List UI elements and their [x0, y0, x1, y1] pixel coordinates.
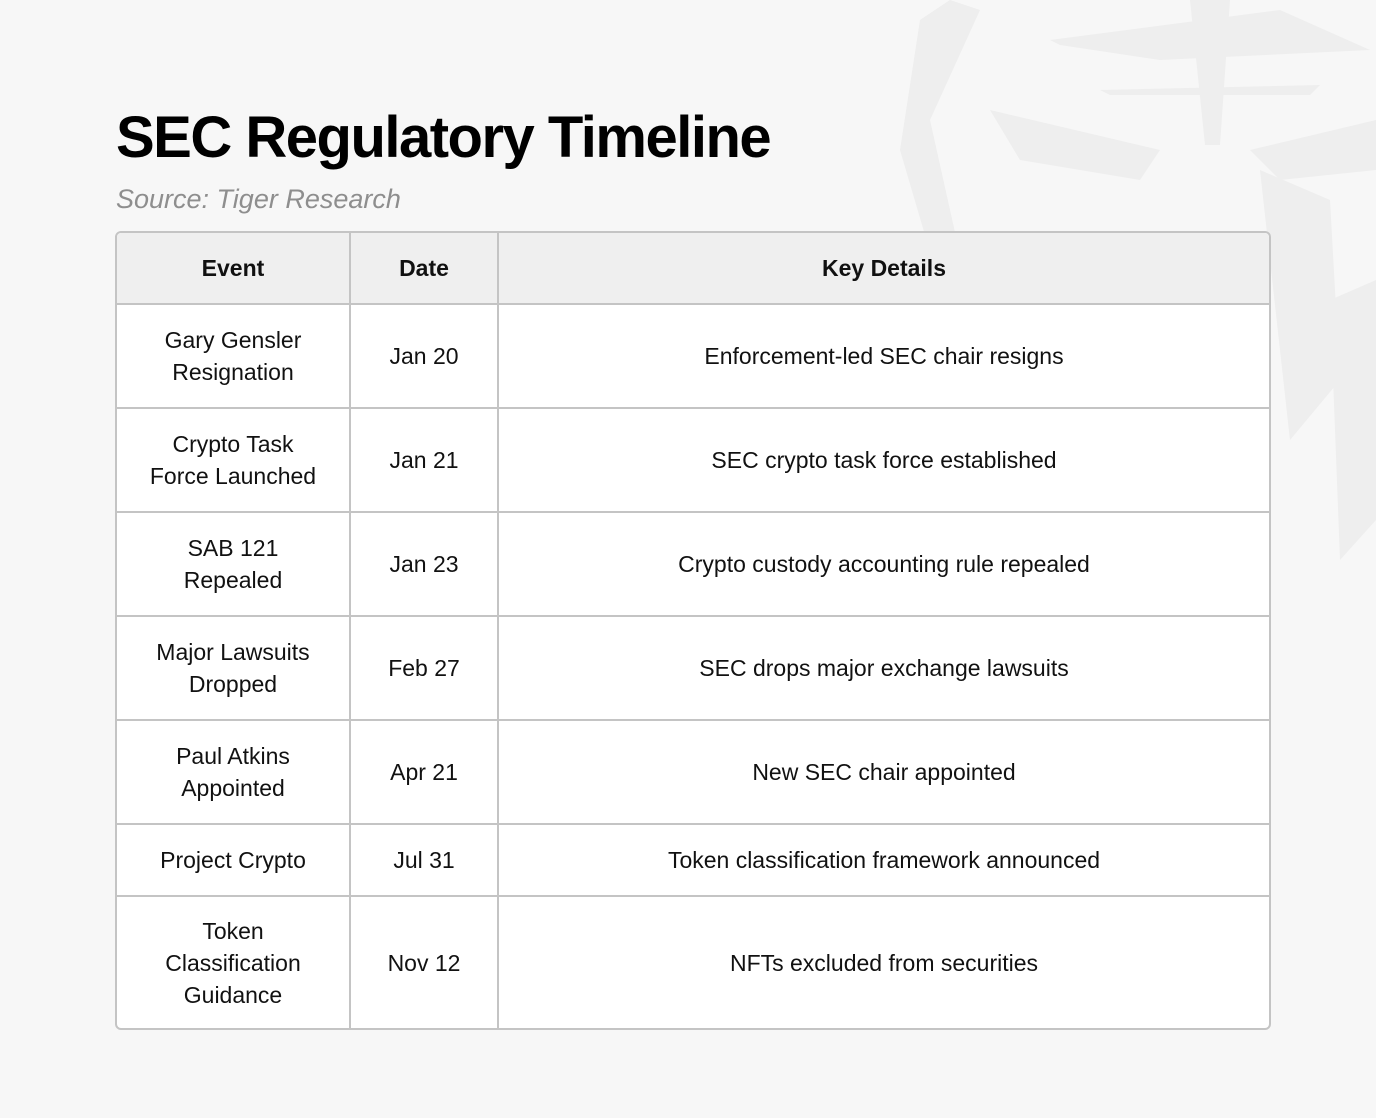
page-title: SEC Regulatory Timeline — [116, 105, 772, 170]
event-cell: Paul Atkins Appointed — [117, 720, 351, 825]
table-row: Paul Atkins Appointed Apr 21 New SEC cha… — [117, 720, 1269, 825]
source-caption: Source: Tiger Research — [116, 184, 401, 214]
table-row: Crypto Task Force Launched Jan 21 SEC cr… — [117, 408, 1269, 513]
details-cell: SEC crypto task force established — [498, 408, 1269, 513]
date-cell: Feb 27 — [350, 616, 499, 721]
header-key-details: Key Details — [498, 233, 1269, 305]
table-row: Major Lawsuits Dropped Feb 27 SEC drops … — [117, 616, 1269, 721]
date-cell: Jul 31 — [350, 824, 499, 897]
event-cell: Major Lawsuits Dropped — [117, 616, 351, 721]
date-cell: Jan 20 — [350, 304, 499, 409]
event-cell: SAB 121 Repealed — [117, 512, 351, 617]
details-cell: NFTs excluded from securities — [729, 949, 1039, 976]
event-cell: Gary Gensler Resignation — [117, 304, 351, 409]
header-event: Event — [117, 233, 351, 305]
event-cell: Project Crypto — [117, 824, 351, 897]
header-date: Date — [350, 233, 499, 305]
date-cell: Jan 23 — [350, 512, 499, 617]
details-cell: SEC drops major exchange lawsuits — [498, 616, 1269, 721]
table-row: Token Classification Guidance Nov 12 NFT… — [117, 896, 1269, 1028]
event-cell: Crypto Task Force Launched — [117, 408, 351, 513]
timeline-table: Event Date Key Details Gary Gensler Resi… — [115, 231, 1271, 1030]
event-cell: Token Classification Guidance — [117, 896, 351, 1028]
details-cell: Enforcement-led SEC chair resigns — [498, 304, 1269, 409]
date-cell: Nov 12 — [350, 896, 499, 1028]
date-cell: Jan 21 — [350, 408, 499, 513]
details-cell: New SEC chair appointed — [498, 720, 1269, 825]
table-row: Project Crypto Jul 31 Token classificati… — [117, 824, 1269, 897]
tiger-watermark-icon — [900, 0, 1376, 560]
details-cell: Crypto custody accounting rule repealed — [498, 512, 1269, 617]
table-header-row: Event Date Key Details — [117, 233, 1269, 305]
details-cell: Token classification framework announced — [498, 824, 1269, 897]
date-cell: Apr 21 — [350, 720, 499, 825]
table-row: Gary Gensler Resignation Jan 20 Enforcem… — [117, 304, 1269, 409]
table-row: SAB 121 Repealed Jan 23 Crypto custody a… — [117, 512, 1269, 617]
